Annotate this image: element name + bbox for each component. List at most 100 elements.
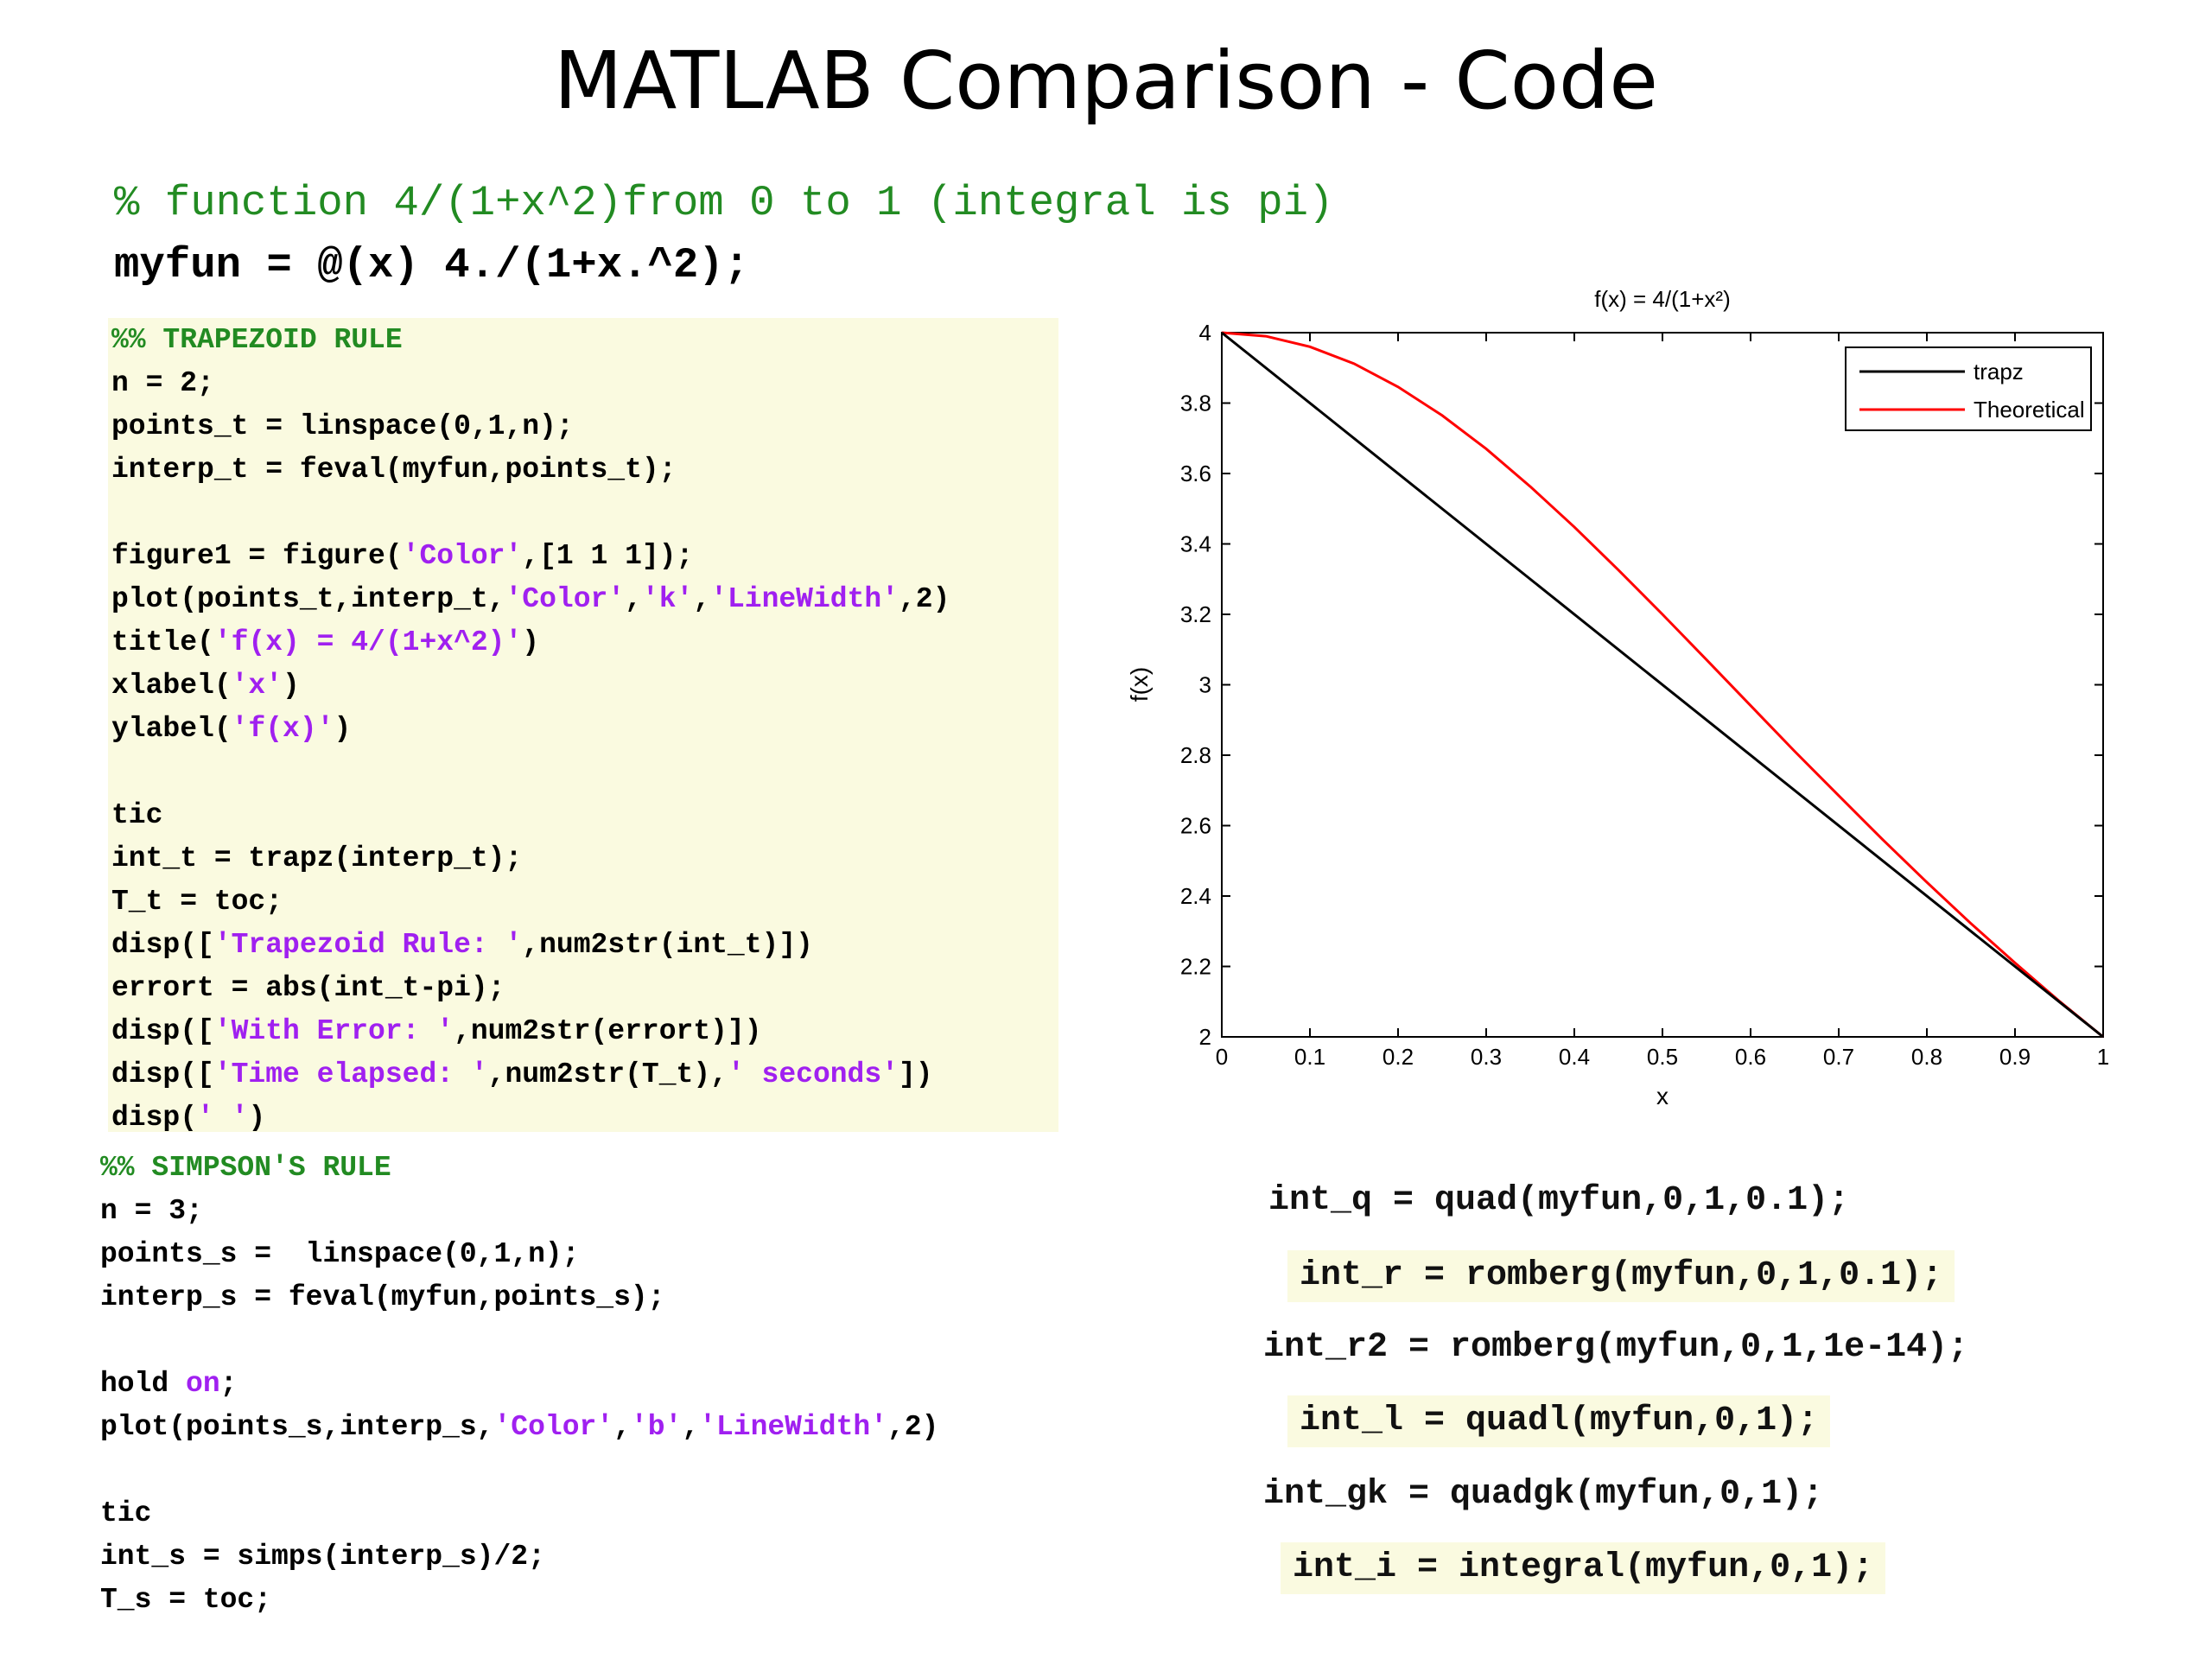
code-token: tic <box>100 1497 152 1529</box>
legend-label: trapz <box>1974 359 2024 385</box>
code-token: interp_t = feval(myfun,points_t); <box>111 454 677 486</box>
code-token: ,[1 1 1]); <box>522 540 694 572</box>
trapezoid-code-line: points_t = linspace(0,1,n); <box>111 408 574 446</box>
code-token: 'f(x) = 4/(1+x^2)' <box>213 626 523 658</box>
code-token: 'With Error: ' <box>213 1015 454 1047</box>
code-token: ]) <box>898 1058 933 1090</box>
header-comment: % function 4/(1+x^2)from 0 to 1 (integra… <box>114 179 1334 227</box>
legend-box <box>1845 346 2092 431</box>
trapezoid-code-line: figure1 = figure('Color',[1 1 1]); <box>111 537 693 575</box>
code-token: ; <box>219 1368 238 1400</box>
code-token: %% TRAPEZOID RULE <box>111 324 403 356</box>
series-line-trapz <box>1221 331 2104 1039</box>
trapezoid-code-line: plot(points_t,interp_t,'Color','k','Line… <box>111 581 950 619</box>
code-token: T_t = toc; <box>111 886 283 918</box>
trapezoid-code-line: tic <box>111 797 162 835</box>
code-token: , <box>682 1411 700 1443</box>
plot-legend: trapz Theoretical <box>1845 346 2092 431</box>
code-token: n = 2; <box>111 367 214 399</box>
code-token: ' seconds' <box>727 1058 899 1090</box>
plot-title: f(x) = 4/(1+x²) <box>1594 286 1730 312</box>
x-tick-label: 0.6 <box>1735 1044 1766 1070</box>
trapezoid-code-block: %% TRAPEZOID RULE n = 2; points_t = linspa… <box>108 318 1058 1134</box>
y-tick-label: 2.2 <box>1180 954 1211 980</box>
code-token: ,2) <box>899 583 950 615</box>
code-token: ,num2str(int_t)]) <box>522 929 813 961</box>
series-line-theoretical <box>1221 331 2104 1039</box>
code-token: 'Trapezoid Rule: ' <box>213 929 523 961</box>
code-token: plot(points_s,interp_s, <box>100 1411 494 1443</box>
code-token: ,num2str(T_t), <box>487 1058 728 1090</box>
code-token: errort = abs(int_t-pi); <box>111 972 505 1004</box>
x-tick-label: 0.8 <box>1911 1044 1942 1070</box>
code-token: %% SIMPSON'S RULE <box>100 1152 391 1184</box>
trapezoid-code-line: T_t = toc; <box>111 883 283 921</box>
code-token: disp([ <box>111 1015 214 1047</box>
code-token: , <box>693 583 711 615</box>
trapezoid-code-line: errort = abs(int_t-pi); <box>111 969 505 1007</box>
trapezoid-code-line: interp_t = feval(myfun,points_t); <box>111 451 677 489</box>
simpson-code-line: %% SIMPSON'S RULE <box>100 1149 391 1187</box>
y-tick-label: 3.6 <box>1180 461 1211 486</box>
function-definition: myfun = @(x) 4./(1+x.^2); <box>114 241 750 289</box>
code-token: hold <box>100 1368 187 1400</box>
code-token: disp([ <box>111 929 214 961</box>
x-tick-label: 0.9 <box>1999 1044 2031 1070</box>
trapezoid-code-line: xlabel('x') <box>111 667 300 705</box>
code-token: int_s = simps(interp_s)/2; <box>100 1541 545 1573</box>
code-token: , <box>613 1411 631 1443</box>
legend-label: Theoretical <box>1974 397 2085 423</box>
x-tick-label: 0.1 <box>1294 1044 1325 1070</box>
code-token: xlabel( <box>111 670 232 702</box>
code-token: ' ' <box>197 1102 249 1134</box>
code-token: 'k' <box>641 583 694 615</box>
code-token: ylabel( <box>111 713 232 745</box>
x-tick-label: 0.4 <box>1559 1044 1590 1070</box>
code-token: 'Color' <box>493 1411 614 1443</box>
code-token: 'Color' <box>505 583 626 615</box>
simpson-code-line: plot(points_s,interp_s,'Color','b','Line… <box>100 1408 938 1446</box>
y-tick-label: 3 <box>1199 672 1211 698</box>
trapezoid-code-line: ylabel('f(x)') <box>111 710 351 748</box>
code-token: 'Time elapsed: ' <box>213 1058 488 1090</box>
trapezoid-code-line: %% TRAPEZOID RULE <box>111 321 403 359</box>
code-token: ) <box>334 713 352 745</box>
code-token: ) <box>283 670 300 702</box>
code-token: ,num2str(errort)]) <box>454 1015 762 1047</box>
code-token: T_s = toc; <box>100 1584 272 1616</box>
simpson-code-line: hold on; <box>100 1365 237 1403</box>
y-tick-label: 3.4 <box>1180 531 1211 557</box>
code-token: points_t = linspace(0,1,n); <box>111 410 574 442</box>
x-axis-label: x <box>1656 1083 1669 1109</box>
y-tick-label: 3.2 <box>1180 601 1211 627</box>
y-axis-label: f(x) <box>1126 667 1153 702</box>
code-token: ) <box>248 1102 266 1134</box>
trapezoid-code-line: disp(['Time elapsed: ',num2str(T_t),' se… <box>111 1056 933 1094</box>
y-tick-label: 2.8 <box>1180 742 1211 768</box>
code-token: 'f(x)' <box>231 713 334 745</box>
code-token: on <box>186 1368 220 1400</box>
code-token: 'x' <box>231 670 283 702</box>
trapezoid-code-line: disp(['With Error: ',num2str(errort)]) <box>111 1013 762 1051</box>
code-token: disp( <box>111 1102 198 1134</box>
code-token: title( <box>111 626 214 658</box>
trapezoid-code-line: n = 2; <box>111 365 214 403</box>
trapezoid-code-line: disp(' ') <box>111 1099 265 1137</box>
y-tick-label: 4 <box>1199 320 1211 346</box>
function-call-line: int_i = integral(myfun,0,1); <box>1281 1542 1886 1594</box>
function-call-line: int_l = quadl(myfun,0,1); <box>1287 1395 1831 1447</box>
code-token: points_s = linspace(0,1,n); <box>100 1238 580 1270</box>
code-token: disp([ <box>111 1058 214 1090</box>
code-token: plot(points_t,interp_t, <box>111 583 505 615</box>
function-call-line: int_gk = quadgk(myfun,0,1); <box>1263 1475 1824 1514</box>
code-token: n = 3; <box>100 1195 203 1227</box>
x-tick-label: 0.2 <box>1382 1044 1414 1070</box>
function-call-line: int_r = romberg(myfun,0,1,0.1); <box>1287 1250 1955 1302</box>
code-token: tic <box>111 799 163 831</box>
simpson-code-line: n = 3; <box>100 1192 203 1230</box>
simpson-code-line: interp_s = feval(myfun,points_s); <box>100 1279 665 1317</box>
trapezoid-code-line: disp(['Trapezoid Rule: ',num2str(int_t)]… <box>111 926 813 964</box>
code-token: interp_s = feval(myfun,points_s); <box>100 1281 665 1313</box>
x-tick-label: 0.3 <box>1471 1044 1502 1070</box>
function-call-line: int_r2 = romberg(myfun,0,1,1e-14); <box>1263 1328 1969 1367</box>
